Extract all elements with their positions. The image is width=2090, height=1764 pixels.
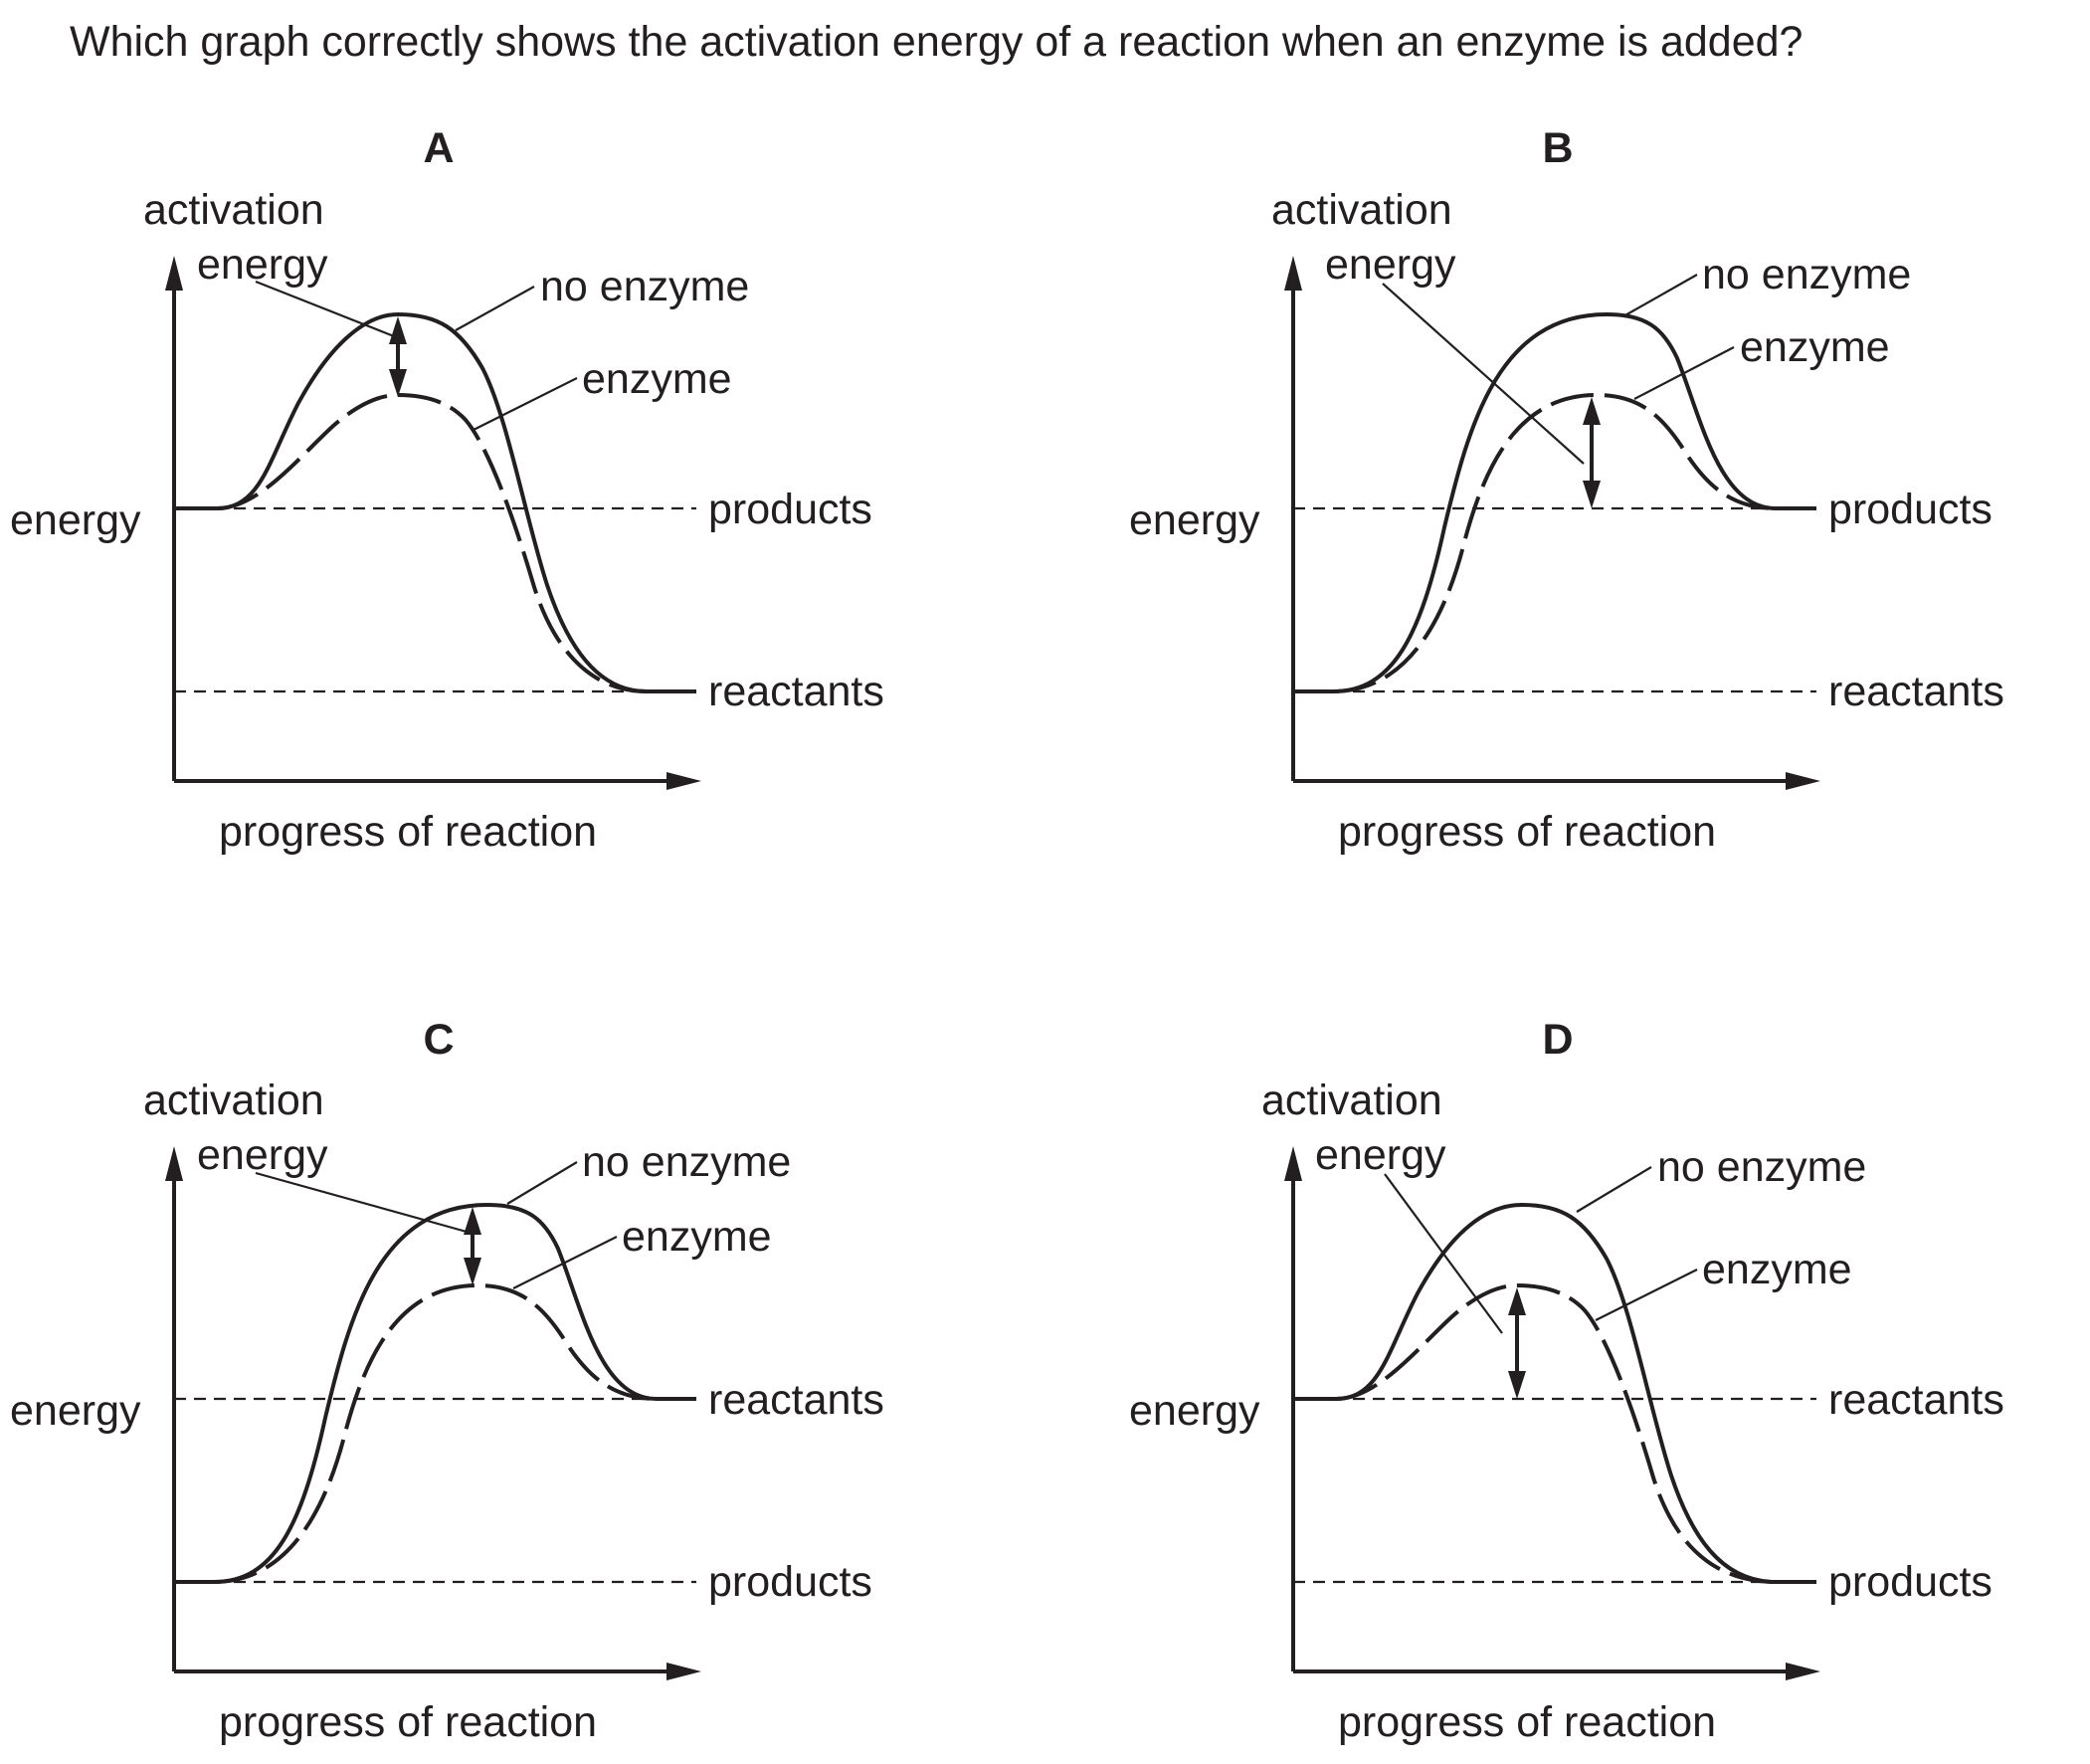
- activation-label-line2: energy: [197, 1131, 328, 1179]
- upper-level-label: products: [708, 486, 872, 533]
- no-enzyme-label: no enzyme: [1702, 251, 1911, 298]
- no-enzyme-curve: [174, 1202, 696, 1584]
- activation-arrow-head-up: [464, 1207, 481, 1235]
- no-enzyme-leader: [455, 286, 535, 331]
- panel-letter: D: [1542, 1016, 1573, 1064]
- no-enzyme-leader: [1622, 274, 1698, 317]
- lower-level-label: reactants: [708, 668, 884, 715]
- x-axis-arrowhead: [1786, 772, 1820, 790]
- enzyme-curve: [216, 392, 648, 693]
- no-enzyme-label: no enzyme: [1657, 1143, 1866, 1191]
- enzyme-leader: [1633, 346, 1735, 400]
- enzyme-leader: [1595, 1269, 1698, 1321]
- x-axis-arrowhead: [666, 772, 701, 790]
- y-axis-label: energy: [1129, 1387, 1260, 1435]
- activation-label-line1: activation: [143, 1077, 324, 1124]
- x-axis-label: progress of reaction: [219, 1698, 597, 1746]
- x-axis-arrowhead: [666, 1663, 701, 1680]
- no-enzyme-leader: [1576, 1166, 1652, 1213]
- activation-leader-line: [255, 1171, 468, 1234]
- enzyme-label: enzyme: [622, 1213, 772, 1261]
- x-axis-label: progress of reaction: [1338, 808, 1716, 856]
- lower-level-label: products: [1828, 1558, 1993, 1606]
- activation-leader-line: [255, 280, 395, 338]
- panel-c: C activation energy energy progress of r…: [10, 1016, 884, 1746]
- no-enzyme-label: no enzyme: [540, 263, 749, 310]
- enzyme-label: enzyme: [1740, 323, 1890, 371]
- activation-arrow-head-up: [389, 316, 407, 344]
- upper-level-label: reactants: [1828, 1376, 2004, 1424]
- panel-b: B activation energy energy progress of r…: [1129, 124, 2004, 856]
- y-axis-arrowhead: [1284, 256, 1302, 291]
- enzyme-label: enzyme: [582, 355, 732, 403]
- panel-letter: B: [1542, 124, 1573, 172]
- y-axis-label: energy: [10, 496, 141, 544]
- activation-label-line2: energy: [1325, 241, 1456, 289]
- y-axis-arrowhead: [1284, 1146, 1302, 1181]
- lower-level-label: products: [708, 1558, 872, 1606]
- panel-letter: A: [423, 124, 454, 172]
- activation-label-line1: activation: [143, 186, 324, 234]
- panel-d: D activation energy energy progress of r…: [1129, 1016, 2004, 1746]
- x-axis-arrowhead: [1786, 1663, 1820, 1680]
- no-enzyme-label: no enzyme: [582, 1138, 791, 1186]
- y-axis-arrowhead: [165, 256, 183, 291]
- no-enzyme-curve: [1293, 1202, 1816, 1584]
- question-text: Which graph correctly shows the activati…: [70, 18, 1803, 66]
- activation-arrow-head-down: [464, 1258, 481, 1285]
- panel-a: A activation energy energy progress of r…: [10, 124, 884, 856]
- activation-arrow-head-down: [1508, 1371, 1526, 1399]
- upper-level-label: reactants: [708, 1376, 884, 1424]
- activation-arrow-head-down: [389, 369, 407, 397]
- y-axis-label: energy: [1129, 496, 1260, 544]
- lower-level-label: reactants: [1828, 668, 2004, 715]
- no-enzyme-curve: [1293, 311, 1816, 693]
- x-axis-label: progress of reaction: [1338, 1698, 1716, 1746]
- enzyme-curve: [1332, 392, 1777, 693]
- upper-level-label: products: [1828, 486, 1993, 533]
- activation-leader-line: [1382, 283, 1585, 465]
- activation-arrow-head-up: [1583, 397, 1601, 425]
- enzyme-curve: [213, 1282, 658, 1584]
- enzyme-curve: [1335, 1282, 1777, 1584]
- y-axis-arrowhead: [165, 1146, 183, 1181]
- activation-leader-line: [1384, 1173, 1503, 1334]
- x-axis-label: progress of reaction: [219, 808, 597, 856]
- enzyme-leader: [473, 377, 578, 431]
- enzyme-leader: [512, 1236, 618, 1289]
- y-axis-label: energy: [10, 1387, 141, 1435]
- activation-label-line1: activation: [1271, 186, 1452, 234]
- activation-label-line2: energy: [1315, 1131, 1446, 1179]
- enzyme-label: enzyme: [1702, 1246, 1852, 1293]
- activation-label-line2: energy: [197, 241, 328, 289]
- activation-arrow-head-up: [1508, 1287, 1526, 1315]
- no-enzyme-curve: [174, 311, 696, 693]
- panel-letter: C: [423, 1016, 454, 1064]
- no-enzyme-leader: [506, 1161, 578, 1205]
- activation-label-line1: activation: [1261, 1077, 1442, 1124]
- activation-arrow-head-down: [1583, 481, 1601, 508]
